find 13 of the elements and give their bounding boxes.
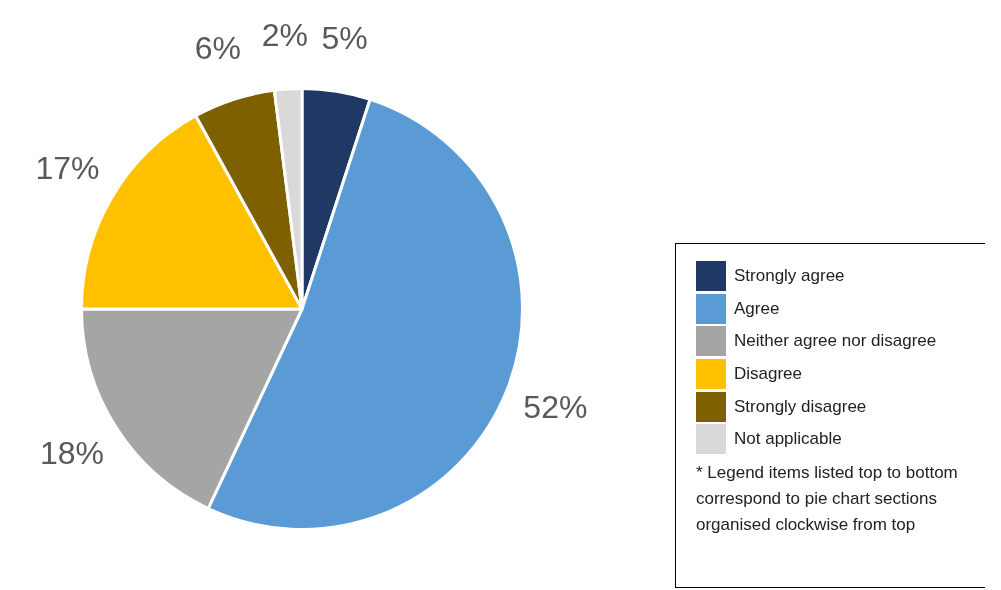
text: * Legend items listed top to bottom correspond to pie chart sections organised clockwise from top — [696, 461, 959, 536]
data-label: 52% — [523, 389, 588, 426]
data-label: 5% — [321, 19, 368, 56]
data-label: 6% — [194, 29, 241, 66]
legend-label: Not applicable — [734, 429, 842, 450]
data-label: 17% — [35, 150, 100, 187]
legend-label: Agree — [734, 298, 780, 319]
data-label: 2% — [261, 16, 309, 53]
data-label: 18% — [39, 434, 104, 471]
legend-label: Neither agree nor disagree — [734, 331, 937, 352]
legend-label: Strongly disagree — [734, 396, 867, 417]
legend-label: Strongly agree — [734, 266, 845, 287]
legend-label: Disagree — [734, 364, 803, 385]
